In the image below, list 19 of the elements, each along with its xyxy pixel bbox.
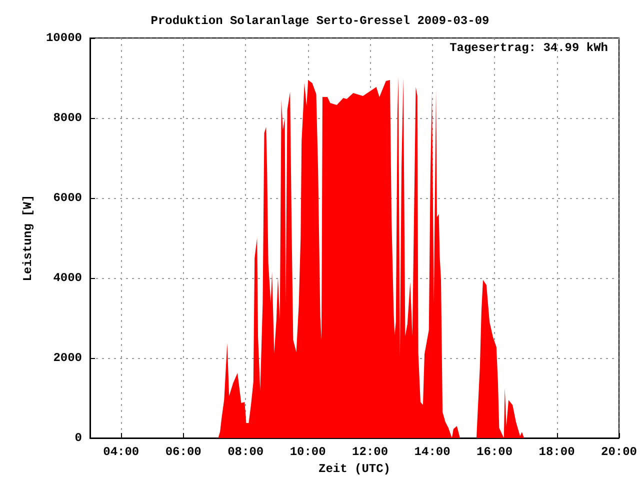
x-tick-label: 12:00 [352, 445, 388, 459]
x-tick-label: 16:00 [476, 445, 513, 459]
x-tick-label: 08:00 [228, 445, 264, 459]
x-tick-label: 04:00 [103, 445, 140, 459]
x-axis-title: Zeit (UTC) [318, 462, 391, 476]
y-tick-label: 8000 [53, 111, 82, 125]
chart-title: Produktion Solaranlage Serto-Gressel 2009-03-09 [150, 14, 490, 28]
y-tick-label: 6000 [53, 191, 82, 205]
y-axis-title: Leistung [W] [21, 194, 35, 282]
y-tick-label: 4000 [53, 271, 82, 285]
x-tick-label: 18:00 [538, 445, 575, 459]
x-tick-label: 06:00 [165, 445, 202, 459]
x-tick-label: 20:00 [600, 445, 638, 459]
x-tick-label: 10:00 [290, 445, 326, 459]
annotation: Tagesertrag: 34.99 kWh [450, 41, 608, 55]
y-tick-label: 2000 [53, 351, 82, 365]
y-tick-label: 10000 [46, 31, 82, 45]
y-tick-label: 0 [74, 431, 82, 445]
x-tick-label: 14:00 [414, 445, 450, 459]
